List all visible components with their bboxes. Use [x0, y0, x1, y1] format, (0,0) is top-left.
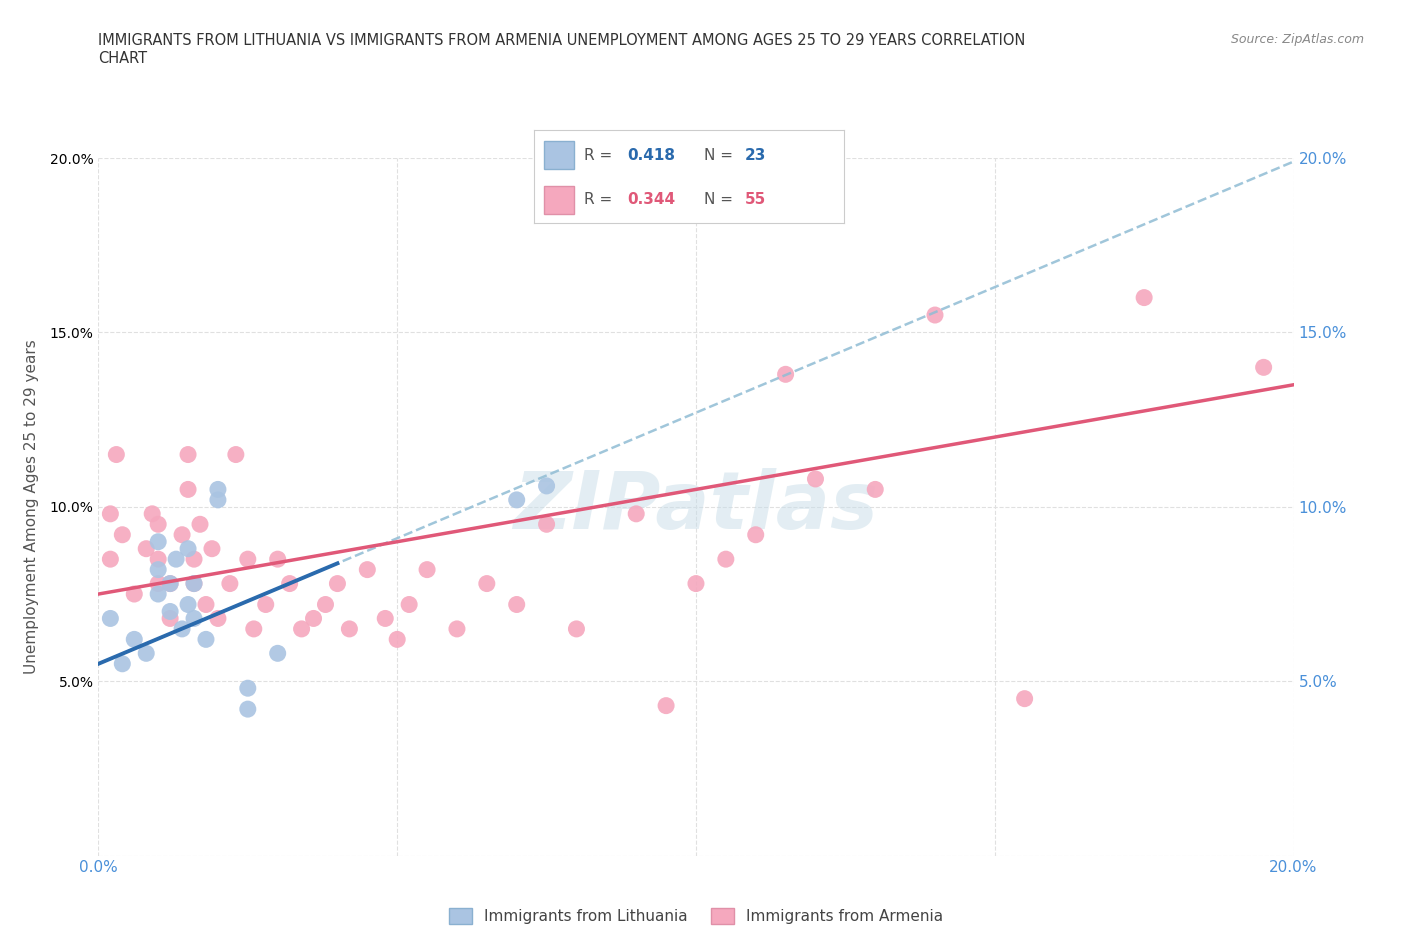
FancyBboxPatch shape	[544, 141, 575, 169]
Point	[236, 551, 259, 566]
Point	[475, 577, 498, 591]
Text: Source: ZipAtlas.com: Source: ZipAtlas.com	[1230, 33, 1364, 46]
Text: R =: R =	[583, 148, 617, 163]
Point	[315, 597, 337, 612]
Point	[188, 517, 211, 532]
Point	[172, 621, 194, 636]
Legend: Immigrants from Lithuania, Immigrants from Armenia: Immigrants from Lithuania, Immigrants fr…	[441, 900, 950, 930]
Point	[177, 597, 200, 612]
Point	[626, 507, 648, 522]
Point	[100, 551, 122, 566]
Point	[1253, 360, 1275, 375]
Point	[236, 681, 259, 696]
Point	[141, 507, 163, 522]
Text: CHART: CHART	[98, 51, 148, 66]
Point	[183, 551, 205, 566]
Point	[236, 702, 259, 717]
Point	[124, 587, 146, 602]
Point	[267, 646, 290, 661]
Point	[416, 562, 439, 577]
Point	[148, 577, 170, 591]
Point	[124, 632, 146, 647]
Point	[1133, 290, 1156, 305]
Point	[225, 447, 247, 462]
Point	[924, 308, 946, 323]
Point	[111, 657, 134, 671]
Point	[1014, 691, 1036, 706]
Point	[506, 597, 529, 612]
Y-axis label: Unemployment Among Ages 25 to 29 years: Unemployment Among Ages 25 to 29 years	[24, 339, 38, 674]
Point	[302, 611, 325, 626]
Point	[446, 621, 468, 636]
Point	[111, 527, 134, 542]
Point	[254, 597, 277, 612]
Point	[565, 621, 588, 636]
Point	[100, 611, 122, 626]
Point	[159, 611, 181, 626]
Point	[105, 447, 128, 462]
Text: ZIPatlas: ZIPatlas	[513, 468, 879, 546]
Point	[865, 482, 887, 497]
FancyBboxPatch shape	[544, 186, 575, 214]
Text: 0.344: 0.344	[627, 192, 675, 206]
Point	[148, 551, 170, 566]
Point	[148, 587, 170, 602]
Text: R =: R =	[583, 192, 617, 206]
Point	[159, 577, 181, 591]
Point	[159, 577, 181, 591]
Text: N =: N =	[704, 192, 738, 206]
Point	[207, 611, 229, 626]
Point	[655, 698, 678, 713]
Point	[183, 577, 205, 591]
Point	[536, 517, 558, 532]
Text: 0.418: 0.418	[627, 148, 675, 163]
Point	[177, 482, 200, 497]
Point	[775, 367, 797, 382]
Point	[374, 611, 396, 626]
Point	[219, 577, 242, 591]
Point	[135, 541, 157, 556]
Text: 23: 23	[745, 148, 766, 163]
Point	[243, 621, 266, 636]
Point	[685, 577, 707, 591]
Text: N =: N =	[704, 148, 738, 163]
Point	[207, 482, 229, 497]
Point	[135, 646, 157, 661]
Point	[172, 527, 194, 542]
Point	[177, 541, 200, 556]
Point	[714, 551, 737, 566]
Point	[183, 577, 205, 591]
Point	[100, 507, 122, 522]
Point	[195, 632, 218, 647]
Point	[195, 597, 218, 612]
Point	[326, 577, 349, 591]
Point	[356, 562, 378, 577]
Point	[339, 621, 360, 636]
Text: 55: 55	[745, 192, 766, 206]
Point	[745, 527, 768, 542]
Point	[804, 472, 827, 486]
Point	[536, 479, 558, 494]
Point	[385, 632, 409, 647]
Point	[291, 621, 314, 636]
Point	[278, 577, 301, 591]
Point	[267, 551, 290, 566]
Point	[398, 597, 420, 612]
Point	[201, 541, 224, 556]
Point	[207, 493, 229, 508]
Point	[506, 493, 529, 508]
Point	[159, 604, 181, 619]
Point	[165, 551, 187, 566]
Point	[148, 517, 170, 532]
Point	[148, 534, 170, 549]
Point	[148, 562, 170, 577]
Point	[177, 447, 200, 462]
Point	[183, 611, 205, 626]
Text: IMMIGRANTS FROM LITHUANIA VS IMMIGRANTS FROM ARMENIA UNEMPLOYMENT AMONG AGES 25 : IMMIGRANTS FROM LITHUANIA VS IMMIGRANTS …	[98, 33, 1026, 47]
